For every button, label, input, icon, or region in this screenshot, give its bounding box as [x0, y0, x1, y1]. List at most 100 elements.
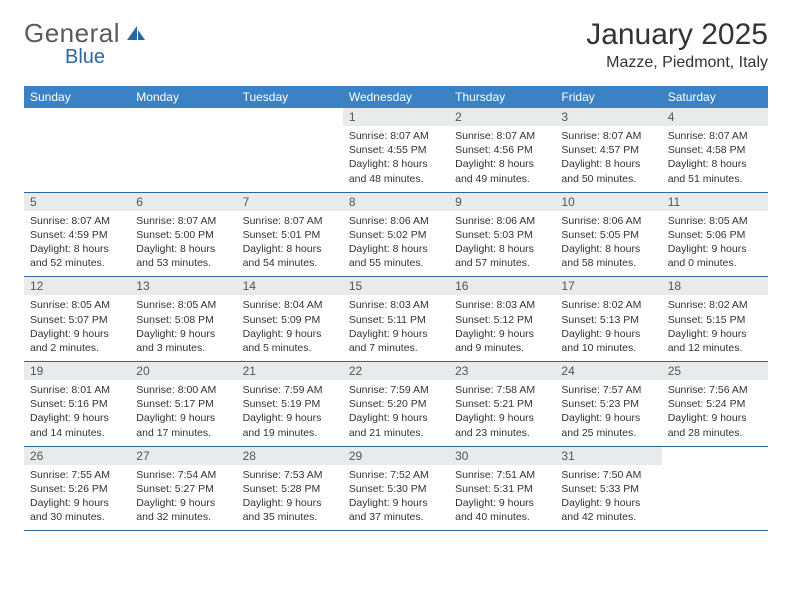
daylight-line: Daylight: 8 hours and 53 minutes.: [136, 242, 230, 270]
daylight-line: Daylight: 9 hours and 3 minutes.: [136, 327, 230, 355]
sunset-line: Sunset: 4:56 PM: [455, 143, 549, 157]
daylight-line: Daylight: 9 hours and 12 minutes.: [668, 327, 762, 355]
day-number: 16: [449, 277, 555, 295]
day-number: 29: [343, 447, 449, 465]
daylight-line: Daylight: 9 hours and 40 minutes.: [455, 496, 549, 524]
day-cell: 31Sunrise: 7:50 AMSunset: 5:33 PMDayligh…: [555, 446, 661, 531]
sunrise-line: Sunrise: 7:53 AM: [243, 468, 337, 482]
brand-accent-word: Blue: [65, 46, 105, 69]
page-header: General Blue January 2025 Mazze, Piedmon…: [24, 18, 768, 72]
day-details: Sunrise: 7:56 AMSunset: 5:24 PMDaylight:…: [662, 380, 768, 446]
daylight-line: Daylight: 9 hours and 35 minutes.: [243, 496, 337, 524]
day-details: Sunrise: 7:59 AMSunset: 5:20 PMDaylight:…: [343, 380, 449, 446]
sunset-line: Sunset: 4:55 PM: [349, 143, 443, 157]
sunset-line: Sunset: 5:08 PM: [136, 313, 230, 327]
sunrise-line: Sunrise: 7:50 AM: [561, 468, 655, 482]
day-details: Sunrise: 7:59 AMSunset: 5:19 PMDaylight:…: [237, 380, 343, 446]
day-cell: 6Sunrise: 8:07 AMSunset: 5:00 PMDaylight…: [130, 192, 236, 277]
calendar-row: 26Sunrise: 7:55 AMSunset: 5:26 PMDayligh…: [24, 446, 768, 531]
sunset-line: Sunset: 5:03 PM: [455, 228, 549, 242]
day-number: 1: [343, 108, 449, 126]
calendar-row: 19Sunrise: 8:01 AMSunset: 5:16 PMDayligh…: [24, 362, 768, 447]
daylight-line: Daylight: 9 hours and 30 minutes.: [30, 496, 124, 524]
day-details: Sunrise: 8:05 AMSunset: 5:07 PMDaylight:…: [24, 295, 130, 361]
sunset-line: Sunset: 5:23 PM: [561, 397, 655, 411]
sunrise-line: Sunrise: 8:06 AM: [561, 214, 655, 228]
day-cell: 11Sunrise: 8:05 AMSunset: 5:06 PMDayligh…: [662, 192, 768, 277]
day-number: 24: [555, 362, 661, 380]
daylight-line: Daylight: 9 hours and 19 minutes.: [243, 411, 337, 439]
calendar-row: 1 Sunrise: 8:07 AMSunset: 4:55 PMDaylight…: [24, 108, 768, 192]
day-number: 12: [24, 277, 130, 295]
sunset-line: Sunset: 5:33 PM: [561, 482, 655, 496]
sunset-line: Sunset: 5:01 PM: [243, 228, 337, 242]
sunset-line: Sunset: 5:06 PM: [668, 228, 762, 242]
sunset-line: Sunset: 5:21 PM: [455, 397, 549, 411]
daylight-line: Daylight: 8 hours and 54 minutes.: [243, 242, 337, 270]
sunset-line: Sunset: 5:30 PM: [349, 482, 443, 496]
sunset-line: Sunset: 4:57 PM: [561, 143, 655, 157]
day-cell: 13Sunrise: 8:05 AMSunset: 5:08 PMDayligh…: [130, 277, 236, 362]
calendar-row: 5Sunrise: 8:07 AMSunset: 4:59 PMDaylight…: [24, 192, 768, 277]
calendar-thead: SundayMondayTuesdayWednesdayThursdayFrid…: [24, 86, 768, 108]
day-details: Sunrise: 8:03 AMSunset: 5:11 PMDaylight:…: [343, 295, 449, 361]
day-number: 30: [449, 447, 555, 465]
sunset-line: Sunset: 5:13 PM: [561, 313, 655, 327]
daylight-line: Daylight: 9 hours and 17 minutes.: [136, 411, 230, 439]
daylight-line: Daylight: 9 hours and 23 minutes.: [455, 411, 549, 439]
day-details: Sunrise: 7:53 AMSunset: 5:28 PMDaylight:…: [237, 465, 343, 531]
sunset-line: Sunset: 5:00 PM: [136, 228, 230, 242]
day-details: Sunrise: 8:03 AMSunset: 5:12 PMDaylight:…: [449, 295, 555, 361]
daylight-line: Daylight: 8 hours and 48 minutes.: [349, 157, 443, 185]
sunrise-line: Sunrise: 8:02 AM: [668, 298, 762, 312]
daylight-line: Daylight: 9 hours and 32 minutes.: [136, 496, 230, 524]
day-number: 25: [662, 362, 768, 380]
day-number: 23: [449, 362, 555, 380]
daylight-line: Daylight: 8 hours and 52 minutes.: [30, 242, 124, 270]
day-cell: 17Sunrise: 8:02 AMSunset: 5:13 PMDayligh…: [555, 277, 661, 362]
day-number: 28: [237, 447, 343, 465]
day-cell: 24Sunrise: 7:57 AMSunset: 5:23 PMDayligh…: [555, 362, 661, 447]
brand-name: General: [24, 18, 120, 49]
day-details: Sunrise: 8:02 AMSunset: 5:13 PMDaylight:…: [555, 295, 661, 361]
day-cell: 25Sunrise: 7:56 AMSunset: 5:24 PMDayligh…: [662, 362, 768, 447]
day-cell: 14Sunrise: 8:04 AMSunset: 5:09 PMDayligh…: [237, 277, 343, 362]
sunset-line: Sunset: 5:07 PM: [30, 313, 124, 327]
day-number: 17: [555, 277, 661, 295]
sunrise-line: Sunrise: 7:55 AM: [30, 468, 124, 482]
month-title: January 2025: [586, 18, 768, 52]
sunrise-line: Sunrise: 7:51 AM: [455, 468, 549, 482]
day-cell: 10Sunrise: 8:06 AMSunset: 5:05 PMDayligh…: [555, 192, 661, 277]
day-cell: 16Sunrise: 8:03 AMSunset: 5:12 PMDayligh…: [449, 277, 555, 362]
daylight-line: Daylight: 8 hours and 58 minutes.: [561, 242, 655, 270]
day-number: 5: [24, 193, 130, 211]
sunrise-line: Sunrise: 8:05 AM: [668, 214, 762, 228]
day-details: Sunrise: 8:07 AMSunset: 5:00 PMDaylight:…: [130, 211, 236, 277]
brand-logo: General Blue: [24, 18, 146, 49]
daylight-line: Daylight: 9 hours and 21 minutes.: [349, 411, 443, 439]
day-details: Sunrise: 7:54 AMSunset: 5:27 PMDaylight:…: [130, 465, 236, 531]
daylight-line: Daylight: 9 hours and 42 minutes.: [561, 496, 655, 524]
day-details: Sunrise: 8:05 AMSunset: 5:08 PMDaylight:…: [130, 295, 236, 361]
day-number: 4: [662, 108, 768, 126]
day-number: 26: [24, 447, 130, 465]
sunset-line: Sunset: 5:09 PM: [243, 313, 337, 327]
day-details: Sunrise: 8:07 AMSunset: 5:01 PMDaylight:…: [237, 211, 343, 277]
day-details: Sunrise: 7:58 AMSunset: 5:21 PMDaylight:…: [449, 380, 555, 446]
day-cell: 28Sunrise: 7:53 AMSunset: 5:28 PMDayligh…: [237, 446, 343, 531]
sunset-line: Sunset: 5:12 PM: [455, 313, 549, 327]
sunrise-line: Sunrise: 8:01 AM: [30, 383, 124, 397]
day-cell: 30Sunrise: 7:51 AMSunset: 5:31 PMDayligh…: [449, 446, 555, 531]
day-cell: 23Sunrise: 7:58 AMSunset: 5:21 PMDayligh…: [449, 362, 555, 447]
sunrise-line: Sunrise: 8:07 AM: [30, 214, 124, 228]
day-details: Sunrise: 8:07 AMSunset: 4:56 PMDaylight:…: [449, 126, 555, 192]
day-number: 13: [130, 277, 236, 295]
day-details: Sunrise: 7:57 AMSunset: 5:23 PMDaylight:…: [555, 380, 661, 446]
day-header: Thursday: [449, 86, 555, 108]
sunset-line: Sunset: 4:59 PM: [30, 228, 124, 242]
sunrise-line: Sunrise: 8:07 AM: [349, 129, 443, 143]
day-details: Sunrise: 7:51 AMSunset: 5:31 PMDaylight:…: [449, 465, 555, 531]
day-number: 21: [237, 362, 343, 380]
blank-cell: [662, 446, 768, 531]
daylight-line: Daylight: 8 hours and 55 minutes.: [349, 242, 443, 270]
